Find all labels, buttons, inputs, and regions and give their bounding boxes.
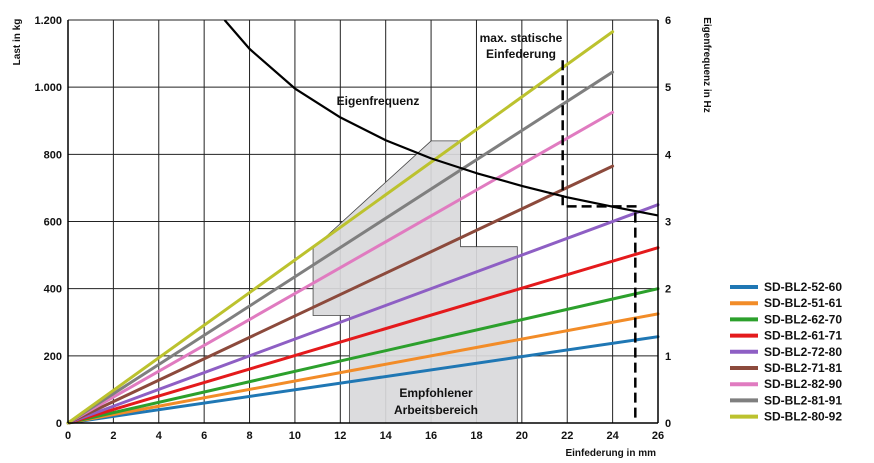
- series-line-sd-bl2-72-80: [66, 203, 660, 425]
- y-left-tick-label-4: 800: [44, 149, 62, 161]
- eigenfrequenz-curve-group: [223, 20, 658, 217]
- series-line-sd-bl2-82-90: [66, 110, 615, 425]
- legend-label-sd-bl2-51-61: SD-BL2-51-61: [764, 296, 842, 310]
- series-line-sd-bl2-52-60: [66, 335, 660, 425]
- series-line-sd-bl2-80-92: [66, 30, 615, 425]
- y-right-tick-label-2: 2: [665, 284, 671, 296]
- series-line-sd-bl2-71-81: [66, 164, 615, 425]
- y-right-tick-label-0: 0: [665, 418, 671, 430]
- legend-label-sd-bl2-62-70: SD-BL2-62-70: [764, 312, 842, 326]
- x-tick-label-13: 26: [652, 430, 664, 442]
- x-tick-label-2: 4: [156, 430, 163, 442]
- x-tick-label-6: 12: [334, 430, 346, 442]
- y-right-tick-label-4: 4: [665, 149, 672, 161]
- legend-label-sd-bl2-81-91: SD-BL2-81-91: [764, 393, 842, 407]
- x-tick-label-3: 6: [201, 430, 207, 442]
- series-line-sd-bl2-51-61: [66, 312, 660, 425]
- y-right-tick-label-1: 1: [665, 351, 671, 363]
- x-tick-label-1: 2: [110, 430, 116, 442]
- max-static-label-line1: max. statische: [480, 31, 563, 45]
- annotations: max. statische Einfederung Eigenfrequenz…: [12, 17, 712, 459]
- series-line-sd-bl2-81-91: [66, 70, 615, 425]
- legend-label-sd-bl2-72-80: SD-BL2-72-80: [764, 345, 842, 359]
- eigenfrequenz-curve: [223, 20, 658, 217]
- legend-label-sd-bl2-52-60: SD-BL2-52-60: [764, 280, 842, 294]
- y-right-tick-label-3: 3: [665, 217, 671, 229]
- legend-label-sd-bl2-71-81: SD-BL2-71-81: [764, 361, 842, 375]
- recommended-area-label-line2: Arbeitsbereich: [394, 403, 478, 417]
- legend-label-sd-bl2-82-90: SD-BL2-82-90: [764, 377, 842, 391]
- legend-label-sd-bl2-61-71: SD-BL2-61-71: [764, 329, 842, 343]
- max-static-dashed-line-0: [561, 60, 637, 423]
- x-tick-label-7: 14: [380, 430, 393, 442]
- legend-label-sd-bl2-80-92: SD-BL2-80-92: [764, 410, 842, 424]
- x-tick-label-11: 22: [561, 430, 573, 442]
- x-tick-label-10: 20: [516, 430, 528, 442]
- y-axis-right-title: Eigenfrequenz in Hz: [701, 17, 712, 113]
- x-tick-label-8: 16: [425, 430, 437, 442]
- y-right-tick-label-5: 5: [665, 82, 671, 94]
- series-lines: [66, 30, 660, 425]
- y-left-tick-label-2: 400: [44, 284, 62, 296]
- x-tick-label-0: 0: [65, 430, 71, 442]
- eigenfrequenz-label: Eigenfrequenz: [337, 94, 420, 108]
- y-left-tick-label-3: 600: [44, 217, 62, 229]
- y-left-tick-label-1: 200: [44, 351, 62, 363]
- x-axis-title: Einfederung in mm: [565, 448, 656, 459]
- y-left-tick-label-6: 1.200: [34, 15, 62, 27]
- recommended-area-label-line1: Empfohlener: [399, 386, 473, 400]
- max-static-deflection-lines: [561, 60, 637, 423]
- y-right-tick-label-6: 6: [665, 15, 671, 27]
- x-tick-label-9: 18: [470, 430, 482, 442]
- y-left-tick-label-5: 1.000: [34, 82, 62, 94]
- y-left-tick-label-0: 0: [56, 418, 62, 430]
- x-tick-label-5: 10: [289, 430, 301, 442]
- series-line-sd-bl2-61-71: [66, 246, 660, 425]
- x-tick-label-4: 8: [246, 430, 252, 442]
- legend: SD-BL2-52-60 SD-BL2-51-61 SD-BL2-62-70 SD-B…: [730, 280, 842, 424]
- max-static-label-line2: Einfederung: [486, 47, 556, 61]
- series-line-sd-bl2-62-70: [66, 287, 660, 425]
- x-tick-label-12: 24: [606, 430, 619, 442]
- y-axis-left-title: Last in kg: [12, 19, 23, 66]
- axes: 0 2 4 6 8 10 12 14 16 18 20 22 24 2602004006008001.00…: [34, 15, 672, 442]
